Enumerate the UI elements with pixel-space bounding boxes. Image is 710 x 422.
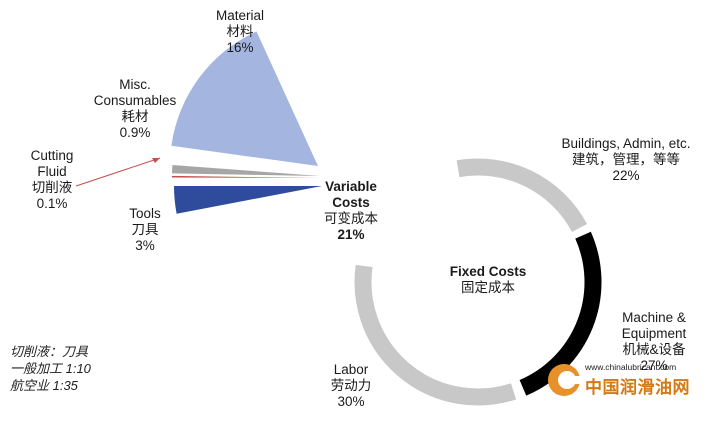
slice-cutting-fluid (172, 175, 320, 178)
cutting-label-cn: 切削液 (31, 180, 73, 195)
cutting-fluid-arrowhead (152, 158, 160, 163)
machine-label-pct: 27% (640, 358, 668, 373)
variable-label-cn: 可变成本 (324, 211, 378, 226)
buildings-label-cn: 建筑，管理，等等 (571, 152, 680, 167)
tools-label-cn: 刀具 (131, 222, 159, 237)
material-label-cn: 材料 (226, 24, 254, 39)
variable-label-en2: Costs (332, 195, 370, 210)
ring-machine-equipment (519, 231, 602, 396)
buildings-label-en: Buildings, Admin, etc. (561, 136, 691, 151)
labor-label-pct: 30% (337, 394, 365, 409)
labor-label: Labor 劳动力 30% (331, 362, 372, 410)
misc-consumables-label: Misc. Consumables 耗材 0.9% (94, 77, 177, 141)
variable-label-en1: Variable (325, 179, 377, 194)
watermark-url: www.chinalubricant.com (585, 362, 677, 372)
misc-label-cn: 耗材 (121, 109, 149, 124)
watermark-logo-icon (548, 364, 585, 396)
material-label: Material 材料 16% (216, 8, 264, 56)
material-label-pct: 16% (226, 40, 254, 55)
fixed-costs-label: Fixed Costs 固定成本 (450, 264, 527, 296)
misc-label-en1: Misc. (119, 77, 151, 92)
cutting-fluid-leader (75, 157, 161, 187)
tools-label: Tools 刀具 3% (129, 206, 161, 254)
ratio-note-line1: 切削液：刀具 (10, 344, 89, 359)
ring-buildings-admin (456, 158, 588, 233)
cutting-fluid-label: Cutting Fluid 切削液 0.1% (31, 148, 74, 212)
ratio-note: 切削液：刀具 一般加工 1:10 航空业 1:35 (10, 343, 91, 394)
ratio-note-line2: 一般加工 1:10 (10, 361, 91, 376)
buildings-admin-label: Buildings, Admin, etc. 建筑，管理，等等 22% (561, 136, 690, 184)
machine-label-en1: Machine & (622, 310, 686, 325)
machine-equipment-label: Machine & Equipment 机械&设备 27% (622, 310, 687, 374)
slice-tools (174, 186, 322, 214)
slice-misc-consumables (172, 165, 320, 176)
ratio-note-line3: 航空业 1:35 (10, 378, 78, 393)
ring-labor (354, 264, 517, 406)
buildings-label-pct: 22% (612, 168, 640, 183)
variable-label-pct: 21% (337, 227, 365, 242)
material-label-en: Material (215, 8, 265, 23)
slice-material (171, 31, 318, 166)
watermark-name: 中国润滑油网 (585, 378, 690, 397)
tools-label-pct: 3% (135, 238, 155, 253)
labor-label-cn: 劳动力 (330, 378, 372, 393)
cutting-label-en2: Fluid (37, 164, 67, 179)
variable-costs-label: Variable Costs 可变成本 21% (324, 179, 378, 243)
machine-label-cn: 机械&设备 (622, 342, 686, 357)
cutting-label-pct: 0.1% (36, 196, 68, 211)
machine-label-en2: Equipment (621, 326, 687, 341)
fixed-label-en: Fixed Costs (449, 264, 527, 279)
misc-label-pct: 0.9% (119, 125, 151, 140)
cutting-label-en1: Cutting (30, 148, 74, 163)
fixed-label-cn: 固定成本 (461, 280, 515, 295)
misc-label-en2: Consumables (93, 93, 177, 108)
watermark: www.chinalubricant.com 中国润滑油网 (545, 358, 705, 404)
tools-label-en: Tools (129, 206, 161, 221)
labor-label-en: Labor (333, 362, 369, 377)
